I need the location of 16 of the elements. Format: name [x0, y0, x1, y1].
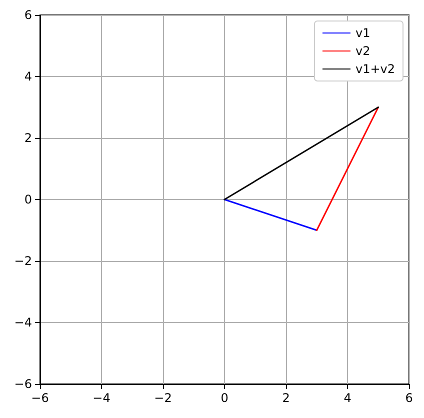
- x-tick-label: 4: [344, 391, 352, 405]
- legend-label: v1+v2: [355, 62, 396, 76]
- y-tick-label: 4: [24, 70, 32, 84]
- x-tick-label: 0: [220, 391, 228, 405]
- y-tick-label: 0: [24, 192, 32, 206]
- y-tick-label: −4: [14, 316, 32, 330]
- y-tick-label: −2: [14, 254, 32, 268]
- x-tick-label: 2: [282, 391, 290, 405]
- x-tick-label: 6: [405, 391, 413, 405]
- x-tick-label: −2: [154, 391, 172, 405]
- y-tick-label: −6: [14, 377, 32, 391]
- y-tick-label: 2: [24, 131, 32, 145]
- legend-label: v2: [355, 44, 370, 58]
- legend-label: v1: [355, 26, 370, 40]
- y-tick-label: 6: [24, 8, 32, 22]
- x-tick-label: −4: [92, 391, 110, 405]
